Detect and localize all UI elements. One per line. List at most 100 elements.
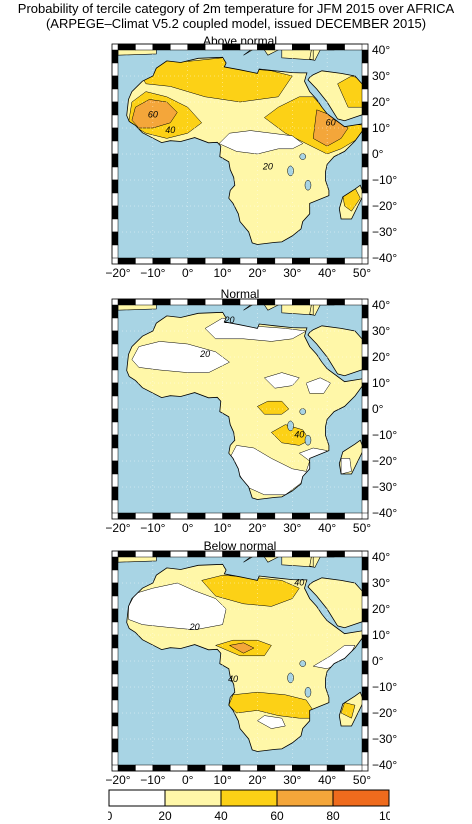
color-legend: 0 20 40 60 80 100 — [108, 789, 390, 824]
lat-tick-label: 20° — [372, 350, 390, 364]
lat-tick-label: 0° — [372, 654, 384, 668]
lon-tick-label: 0° — [182, 773, 194, 785]
africa-coastline — [126, 311, 362, 500]
lat-tick-label: 30° — [372, 324, 390, 338]
probability-zone — [312, 645, 356, 670]
lon-tick-label: 10° — [213, 266, 231, 278]
probability-zone — [340, 458, 352, 475]
lon-tick-label: 30° — [283, 521, 301, 533]
lake — [304, 686, 312, 698]
probability-zone — [256, 715, 286, 729]
legend-tick-label: 40 — [214, 809, 228, 823]
coastline — [309, 557, 335, 568]
legend-tick-label: 0 — [108, 809, 113, 823]
lat-tick-label: 0° — [372, 402, 384, 416]
coastline — [281, 50, 314, 61]
lon-tick-label: 20° — [248, 521, 266, 533]
legend-swatch — [164, 789, 222, 807]
lat-tick-label: −10° — [372, 428, 397, 442]
lat-tick-label: −20° — [372, 199, 397, 213]
graticule — [118, 557, 362, 765]
contour-label: 20 — [189, 622, 200, 632]
lat-tick-label: −30° — [372, 225, 397, 239]
lat-tick-label: −30° — [372, 480, 397, 494]
lon-tick-label: 20° — [248, 266, 266, 278]
legend-swatch — [220, 789, 278, 807]
probability-zone — [229, 445, 328, 496]
coastline — [338, 184, 362, 220]
coastline — [118, 557, 157, 563]
contour-label: 40 — [294, 430, 304, 440]
lat-tick-label: 40° — [372, 298, 390, 312]
coastline — [338, 439, 362, 475]
lat-tick-label: −30° — [372, 732, 397, 746]
probability-zone — [340, 702, 356, 719]
lat-tick-label: −10° — [372, 680, 397, 694]
contour-label: 20 — [262, 162, 273, 172]
lat-tick-label: 30° — [372, 576, 390, 590]
coastline — [309, 50, 335, 61]
lon-tick-label: −20° — [105, 773, 130, 785]
lon-tick-label: 50° — [353, 266, 371, 278]
lon-tick-label: −20° — [105, 521, 130, 533]
lon-tick-label: −10° — [140, 266, 165, 278]
legend-tick-label: 100 — [379, 809, 390, 823]
lon-tick-label: 40° — [318, 521, 336, 533]
lon-tick-label: 30° — [283, 773, 301, 785]
lat-tick-label: −10° — [372, 173, 397, 187]
map-frame — [111, 550, 369, 772]
map-panel-normal: 20 20 40 −20° −10° 0° 10° 20° 30° 40° 50° 40° 30° 20°… — [0, 293, 472, 533]
lake — [304, 434, 312, 446]
lon-tick-label: 0° — [182, 521, 194, 533]
lat-tick-label: 10° — [372, 121, 390, 135]
map-title-below-normal: Below normal — [203, 539, 277, 553]
lake — [299, 408, 306, 415]
coastline — [338, 691, 362, 727]
lon-tick-label: 0° — [182, 266, 194, 278]
lon-tick-label: 40° — [318, 773, 336, 785]
probability-zone — [337, 75, 362, 108]
lat-tick-label: 10° — [372, 628, 390, 642]
coastline — [243, 557, 253, 563]
legend-swatch — [108, 789, 166, 807]
lon-tick-label: 10° — [213, 521, 231, 533]
lake — [287, 672, 294, 684]
legend-tick-label: 60 — [270, 809, 284, 823]
lat-tick-label: −40° — [372, 251, 397, 265]
coastline — [281, 557, 314, 568]
coastline — [243, 50, 253, 56]
lon-tick-label: −10° — [140, 773, 165, 785]
graticule — [118, 305, 362, 513]
lon-tick-label: 40° — [318, 266, 336, 278]
lake — [287, 165, 294, 177]
lat-tick-label: 10° — [372, 376, 390, 390]
main-title: Probability of tercile category of 2m te… — [17, 1, 455, 16]
probability-zone — [263, 372, 300, 389]
lon-tick-label: 20° — [248, 773, 266, 785]
legend-swatch — [276, 789, 334, 807]
coastline — [309, 305, 335, 316]
lake — [287, 420, 294, 432]
lake — [299, 660, 306, 667]
contour-label: 60 — [326, 117, 336, 127]
africa-coastline — [126, 563, 362, 752]
probability-zone — [305, 377, 331, 394]
lon-tick-label: 10° — [213, 773, 231, 785]
lat-tick-label: 20° — [372, 95, 390, 109]
lat-tick-label: −40° — [372, 758, 397, 772]
lon-tick-label: 30° — [283, 266, 301, 278]
coastline — [243, 305, 253, 311]
subtitle: (ARPEGE–Climat V5.2 coupled model, issue… — [45, 16, 427, 31]
legend-swatch — [332, 789, 390, 807]
coastline — [118, 50, 157, 56]
probability-zone — [256, 400, 290, 415]
lake — [299, 153, 306, 160]
coastline — [118, 305, 157, 311]
contour-label: 40 — [294, 578, 304, 588]
map-frame — [111, 43, 369, 265]
graticule — [118, 50, 362, 258]
probability-zone — [131, 99, 178, 129]
lake — [304, 179, 312, 191]
lat-tick-label: 30° — [372, 69, 390, 83]
coastline — [281, 305, 314, 316]
